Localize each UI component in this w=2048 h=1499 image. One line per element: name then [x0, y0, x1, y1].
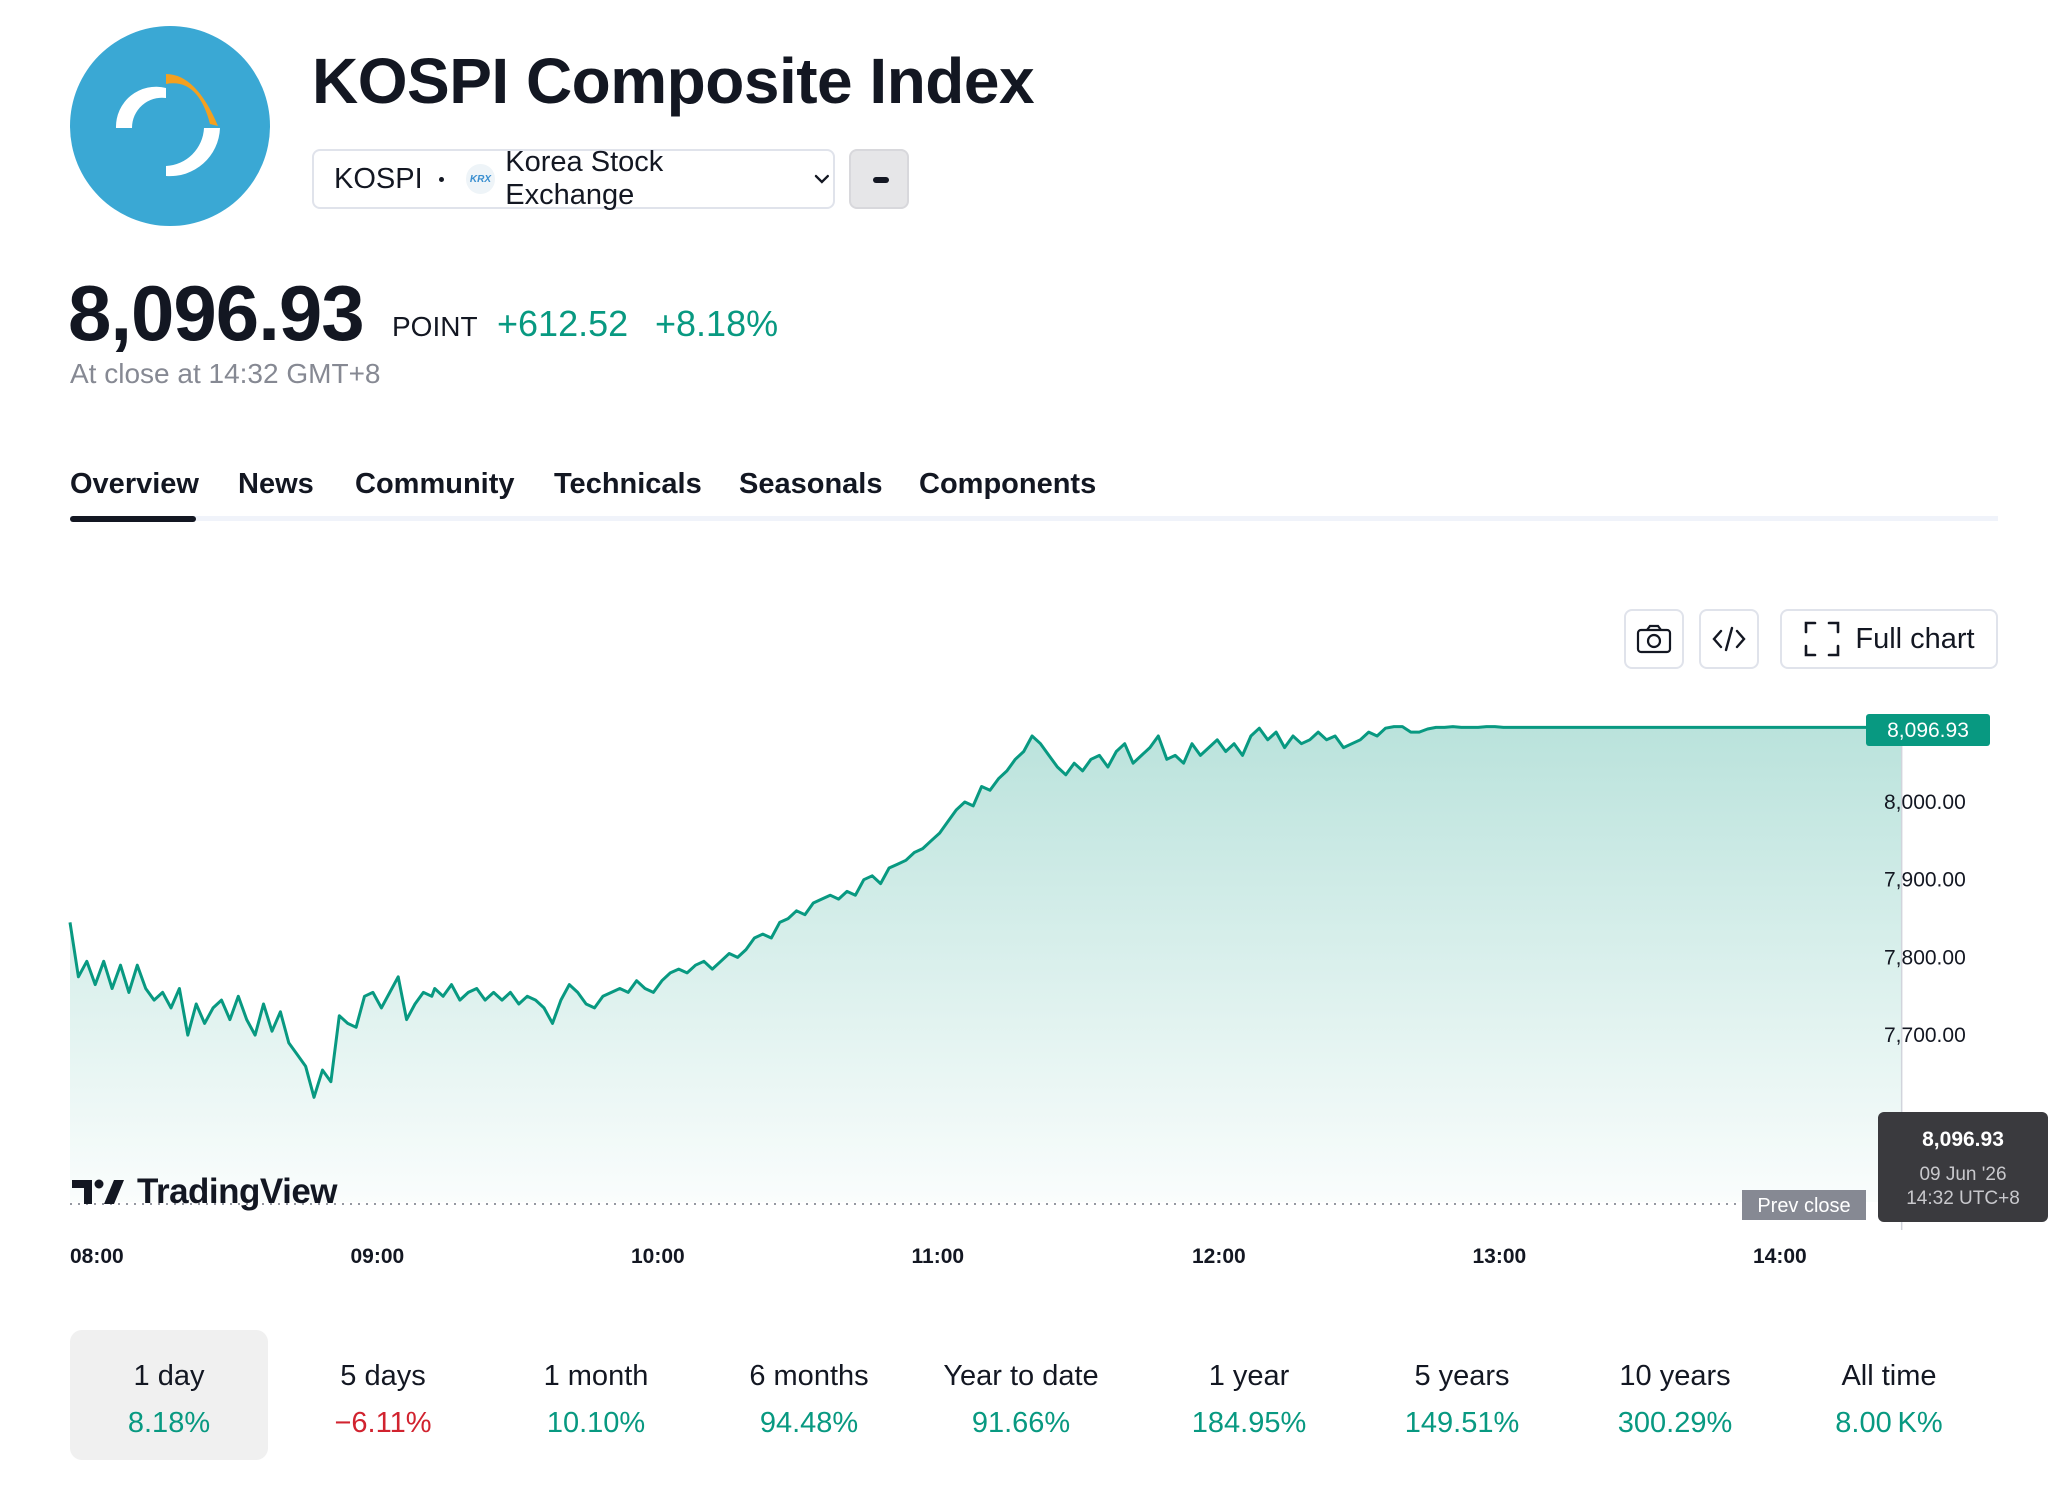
price-unit: POINT [392, 311, 478, 342]
exchange-name: Korea Stock Exchange [505, 146, 664, 211]
active-tab-indicator [70, 516, 196, 522]
period-1-year[interactable]: 1 year 184.95% [1150, 1330, 1348, 1460]
price-change-percent: +8.18% [655, 303, 779, 344]
expand-icon [1805, 621, 1840, 657]
period-label: 1 month [543, 1360, 649, 1392]
period-5-years[interactable]: 5 years 149.51% [1363, 1330, 1561, 1460]
tab-technicals[interactable]: Technicals [554, 468, 702, 500]
x-axis-tick-label: 09:00 [351, 1245, 405, 1268]
y-axis-tick-label: 7,800.00 [1884, 946, 1966, 969]
period-1-month[interactable]: 1 month 10.10% [497, 1330, 695, 1460]
period-label: 5 years [1414, 1360, 1510, 1392]
price-area-fill [70, 726, 1902, 1202]
market-close-time: At close at 14:32 GMT+8 [70, 358, 381, 389]
chevron-down-icon [814, 174, 830, 184]
y-axis-tick-label: 7,700.00 [1884, 1024, 1966, 1047]
last-price-tag-label: 8,096.93 [1887, 719, 1969, 742]
period-change: 8.00 K% [1835, 1407, 1943, 1439]
kospi-logo [70, 26, 270, 226]
tooltip-time: 14:32 UTC+8 [1906, 1188, 2020, 1209]
y-axis-tick-label: 8,000.00 [1884, 791, 1966, 814]
code-icon [1712, 626, 1746, 652]
prev-close-tag-label: Prev close [1757, 1195, 1850, 1217]
period-6-months[interactable]: 6 months 94.48% [710, 1330, 908, 1460]
separator-dot [438, 176, 444, 182]
tab-community[interactable]: Community [355, 468, 515, 500]
tooltip-value: 8,096.93 [1922, 1128, 2004, 1151]
period-label: 10 years [1619, 1360, 1731, 1392]
period-change: −6.11% [334, 1407, 432, 1439]
ticker-symbol: KOSPI [334, 162, 423, 195]
period-1-day[interactable]: 1 day 8.18% [70, 1330, 268, 1460]
x-axis-tick-label: 12:00 [1192, 1245, 1246, 1268]
tradingview-watermark: TradingView [137, 1172, 338, 1211]
period-label: 1 year [1208, 1360, 1290, 1392]
period-change: 184.95% [1191, 1407, 1307, 1439]
tradingview-logo-icon [72, 1180, 92, 1204]
period-label: Year to date [943, 1360, 1099, 1392]
krx-exchange-icon: KRX [465, 164, 496, 194]
last-price-tag [1866, 714, 1990, 746]
period-label: 1 day [133, 1360, 205, 1392]
tab-divider [70, 516, 1998, 521]
remove-from-watchlist-button[interactable] [849, 149, 909, 209]
camera-icon [1636, 624, 1672, 654]
minus-icon [873, 177, 889, 183]
performance-periods: 1 day 8.18% 5 days −6.11% 1 month 10.10% 6 mon… [70, 1330, 2000, 1460]
tradingview-logo-slash [104, 1180, 124, 1204]
period-year-to-date[interactable]: Year to date 91.66% [922, 1330, 1120, 1460]
period-change: 91.66% [971, 1407, 1071, 1439]
tab-news[interactable]: News [238, 468, 314, 500]
period-change: 149.51% [1404, 1407, 1520, 1439]
prev-close-tag [1742, 1190, 1866, 1220]
hover-tooltip [1878, 1112, 2048, 1222]
period-label: All time [1841, 1360, 1937, 1392]
period-change: 8.18% [127, 1407, 211, 1439]
screenshot-button[interactable] [1624, 609, 1684, 669]
price-change: +612.52 [497, 303, 629, 344]
period-change: 300.29% [1617, 1407, 1733, 1439]
page-title: KOSPI Composite Index [312, 45, 1035, 117]
period-change: 94.48% [759, 1407, 859, 1439]
tab-seasonals[interactable]: Seasonals [739, 468, 883, 500]
period-5-days[interactable]: 5 days −6.11% [284, 1330, 482, 1460]
tradingview-logo-dot [94, 1179, 104, 1189]
full-chart-label: Full chart [1855, 622, 1975, 655]
x-axis-tick-label: 11:00 [912, 1245, 965, 1268]
tab-overview[interactable]: Overview [70, 468, 199, 500]
x-axis-tick-label: 14:00 [1753, 1245, 1807, 1268]
x-axis-tick-label: 08:00 [70, 1245, 124, 1268]
period-all-time[interactable]: All time 8.00 K% [1790, 1330, 1988, 1460]
exchange-selector[interactable]: KOSPI KRX Korea Stock Exchange [312, 146, 835, 211]
period-10-years[interactable]: 10 years 300.29% [1576, 1330, 1774, 1460]
period-change: 10.10% [546, 1407, 646, 1439]
y-axis-tick-label: 7,900.00 [1884, 869, 1966, 892]
tab-components[interactable]: Components [919, 468, 1097, 500]
period-label: 5 days [340, 1360, 426, 1392]
logo-mark-icon [115, 74, 220, 177]
last-price: 8,096.93 [68, 269, 365, 357]
full-chart-button[interactable]: Full chart [1780, 609, 1998, 669]
price-chart[interactable]: 8,096.93 8,000.00 7,900.00 7,800.00 7,700.00… [0, 690, 2048, 1310]
x-axis-tick-label: 13:00 [1473, 1245, 1527, 1268]
price-line [68, 725, 1902, 1099]
x-axis-tick-label: 10:00 [631, 1245, 685, 1268]
tooltip-date: 09 Jun '26 [1919, 1164, 2006, 1185]
period-label: 6 months [749, 1360, 869, 1392]
embed-button[interactable] [1699, 609, 1759, 669]
